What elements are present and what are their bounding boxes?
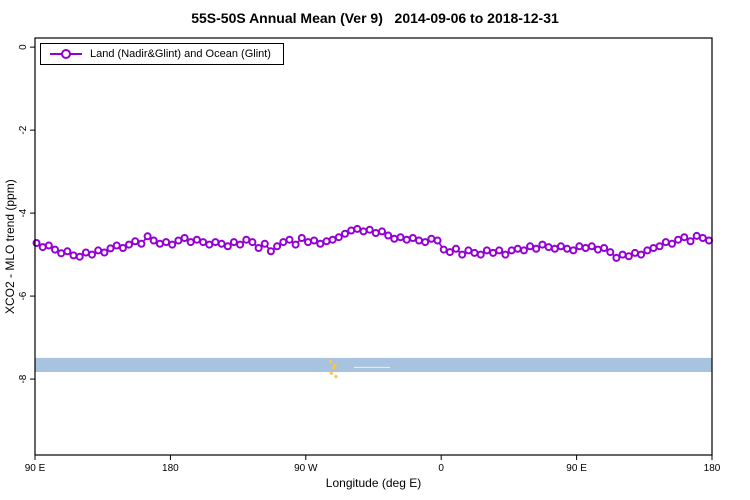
plot-box xyxy=(34,37,713,456)
legend: Land (Nadir&Glint) and Ocean (Glint) xyxy=(40,43,284,65)
yellow-marks xyxy=(329,360,338,379)
svg-text:90 W: 90 W xyxy=(294,463,318,474)
svg-text:90 E: 90 E xyxy=(25,463,46,474)
y-axis-ticks: 0 -2 -4 -6 -8 xyxy=(18,44,35,384)
x-axis-label: Longitude (deg E) xyxy=(325,476,422,490)
legend-label: Land (Nadir&Glint) and Ocean (Glint) xyxy=(90,48,271,60)
legend-line-marker-icon xyxy=(50,49,82,59)
chart-title: 55S-50S Annual Mean (Ver 9) 2014-09-06 t… xyxy=(191,10,559,26)
svg-text:-4: -4 xyxy=(18,208,29,217)
svg-text:-6: -6 xyxy=(18,291,29,300)
svg-text:0: 0 xyxy=(438,463,444,474)
svg-text:0: 0 xyxy=(18,44,29,50)
svg-text:-2: -2 xyxy=(18,125,29,134)
svg-text:90 E: 90 E xyxy=(566,463,587,474)
x-axis-ticks: 90 E 180 90 W 0 90 E 180 xyxy=(25,455,721,474)
svg-text:-8: -8 xyxy=(18,374,29,383)
data-markers xyxy=(32,224,713,262)
horizontal-band xyxy=(35,357,712,373)
svg-text:180: 180 xyxy=(704,463,721,474)
svg-text:180: 180 xyxy=(162,463,179,474)
